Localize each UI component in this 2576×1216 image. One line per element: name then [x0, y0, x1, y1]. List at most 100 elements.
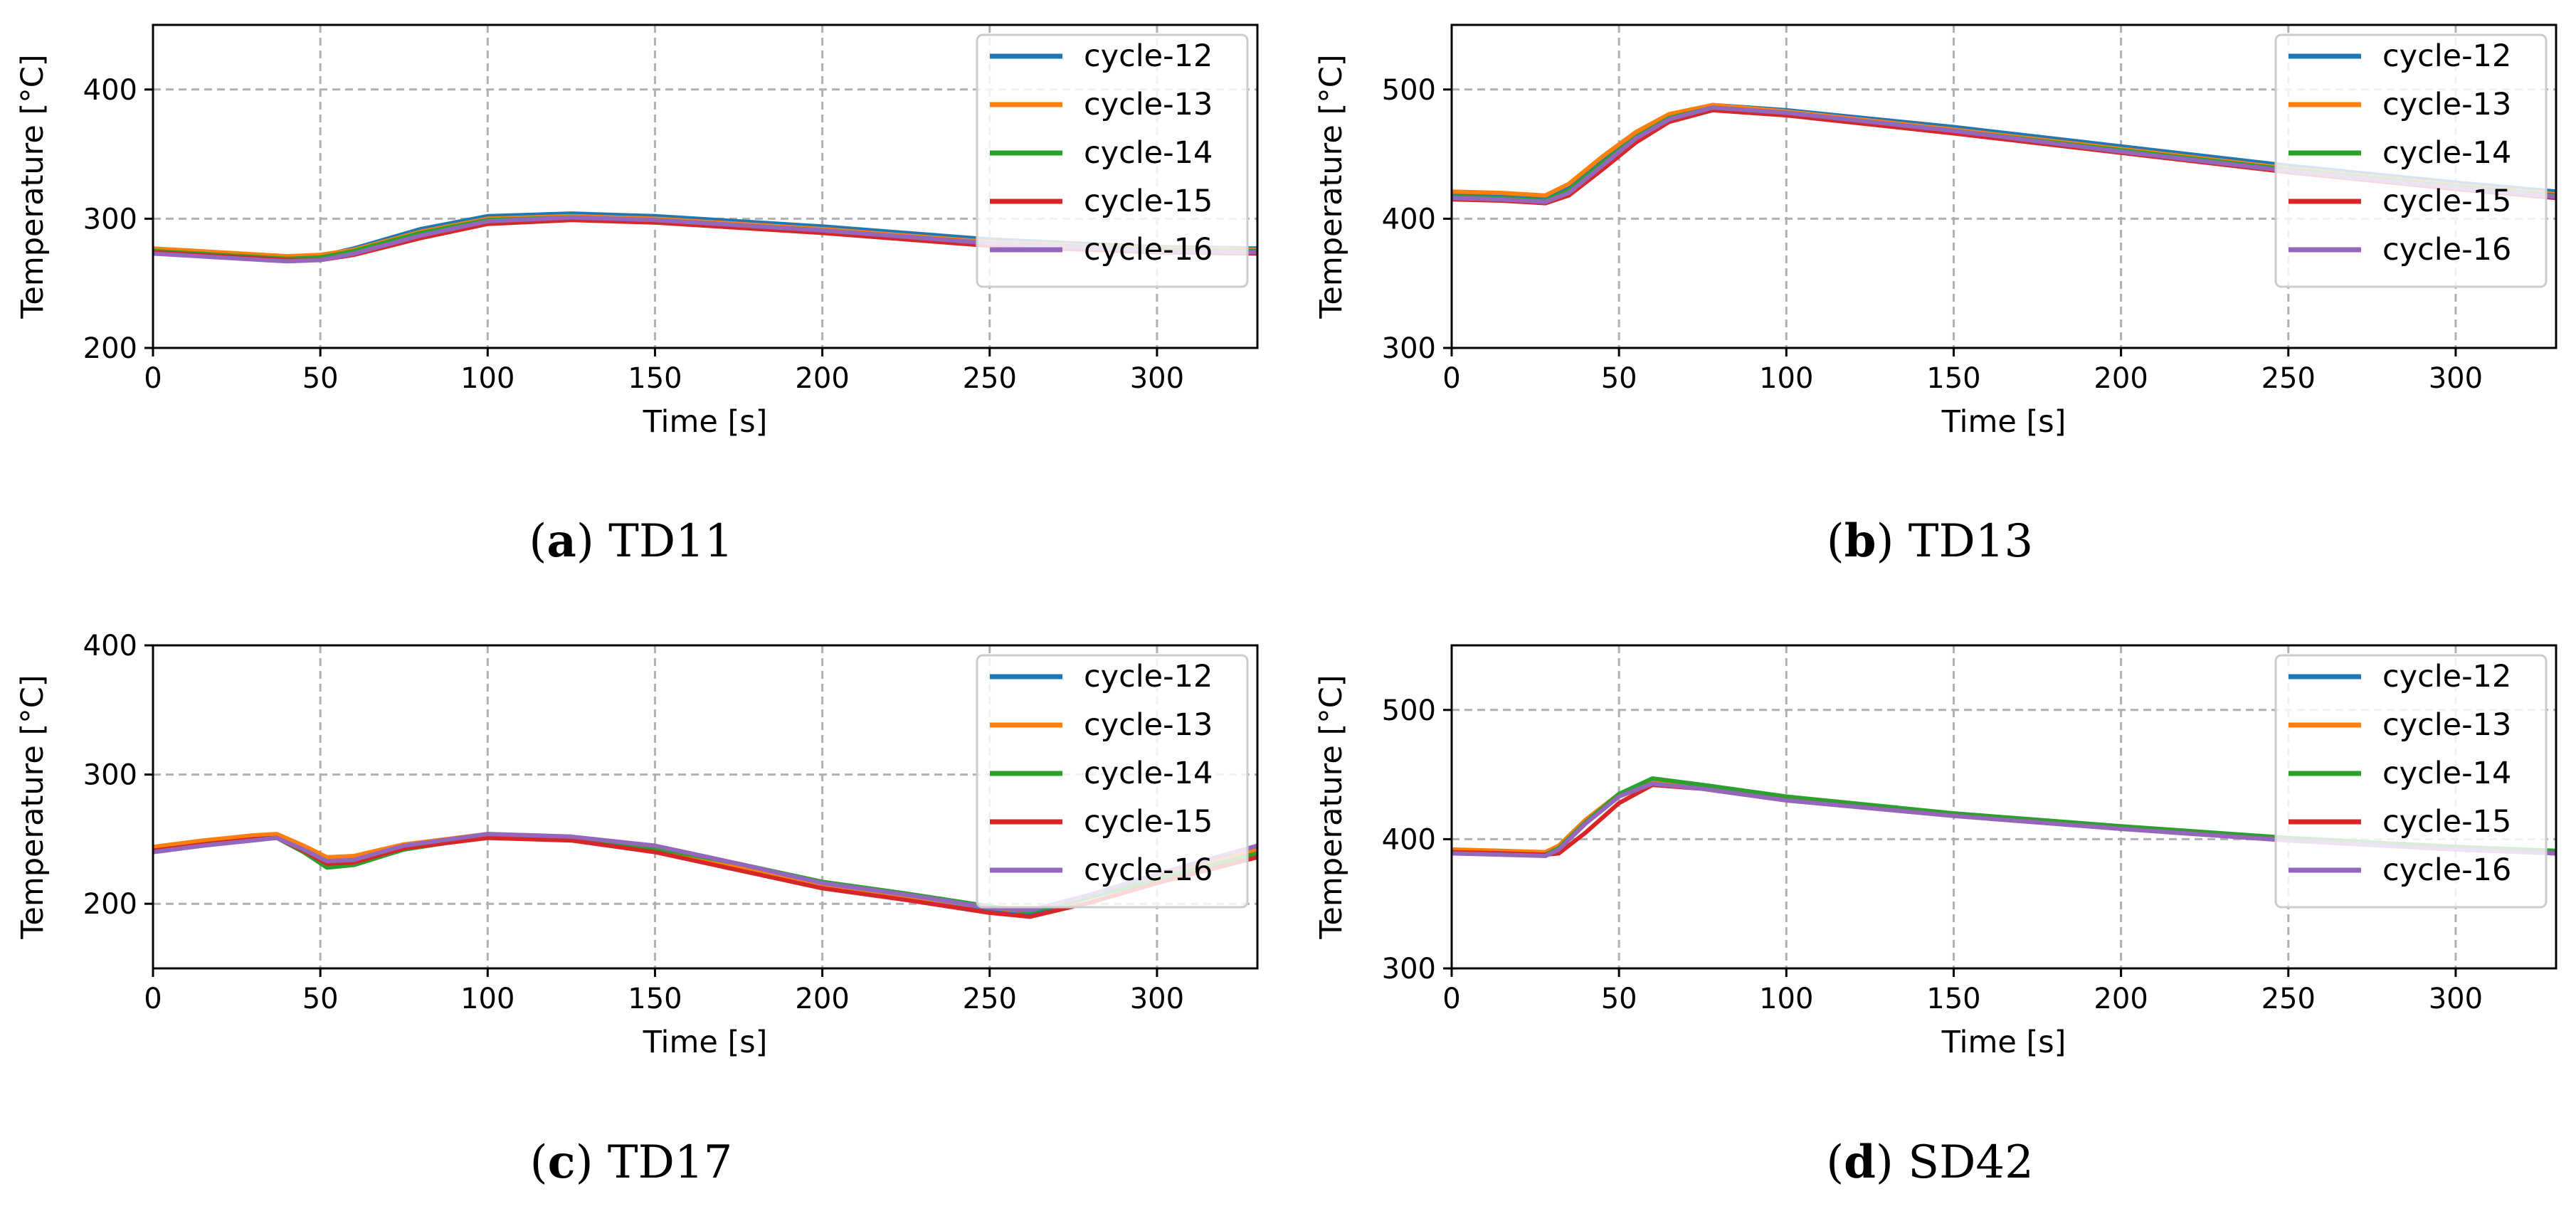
y-tick-label: 200: [83, 332, 137, 365]
x-tick-label: 300: [1130, 362, 1184, 395]
x-tick-label: 0: [1442, 983, 1460, 1015]
panel-caption: (d) SD42: [1826, 1136, 2034, 1189]
x-tick-label: 50: [302, 983, 339, 1015]
caption-name: TD13: [1909, 515, 2033, 568]
x-tick-label: 50: [302, 362, 339, 395]
series-line-cycle-16: [153, 832, 1257, 913]
x-tick-label: 150: [1926, 983, 1980, 1015]
x-axis-label: Time [s]: [1941, 404, 2066, 440]
x-tick-label: 200: [2094, 983, 2148, 1015]
legend-entry-cycle-13: cycle-13: [2382, 87, 2511, 122]
legend: cycle-12 cycle-13 cycle-14 cycle-15 cycle-16: [2274, 33, 2548, 288]
panel-caption: (c) TD17: [530, 1136, 733, 1189]
legend-entry-cycle-13: cycle-13: [1084, 707, 1213, 743]
x-tick-label: 250: [2261, 983, 2316, 1015]
y-axis-label: Temperature [°C]: [1314, 675, 1349, 939]
plot-frame: [1450, 644, 2557, 970]
y-tick-label: 400: [1382, 203, 1436, 236]
x-tick-label: 300: [2429, 983, 2483, 1015]
y-tick-label: 300: [1382, 953, 1436, 985]
y-tick-label: 400: [1382, 823, 1436, 856]
legend-entry-cycle-15: cycle-15: [2382, 804, 2511, 840]
caption-letter: b: [1844, 514, 1876, 568]
legend-entry-cycle-16: cycle-16: [2382, 232, 2511, 268]
x-tick-label: 300: [2429, 362, 2483, 395]
legend: cycle-12 cycle-13 cycle-14 cycle-15 cycle-16: [976, 654, 1249, 909]
series-line-cycle-16: [1452, 105, 2556, 204]
y-axis-label: Temperature [°C]: [15, 675, 51, 939]
y-tick-label: 500: [1382, 74, 1436, 107]
legend-entry-cycle-15: cycle-15: [2382, 184, 2511, 219]
legend-entry-cycle-14: cycle-14: [1084, 135, 1213, 171]
legend-entry-cycle-13: cycle-13: [1084, 87, 1213, 122]
x-tick-label: 0: [144, 983, 162, 1015]
legend-box: [2274, 33, 2548, 288]
series-group: [1452, 776, 2556, 858]
legend-entry-cycle-12: cycle-12: [1084, 659, 1213, 694]
chart-panel-c: 0 50 100 150 200 250 300 200 300 400 Time [s] Tempe…: [15, 630, 1259, 1189]
series-group: [153, 832, 1257, 919]
plot-frame: [152, 644, 1259, 970]
x-tick-label: 150: [628, 362, 682, 395]
plot-frame: [1450, 23, 2557, 349]
x-axis-label: Time [s]: [1941, 1025, 2066, 1060]
legend-entry-cycle-14: cycle-14: [2382, 756, 2511, 791]
caption-name: SD42: [1908, 1136, 2034, 1189]
caption-name: TD17: [608, 1136, 732, 1189]
chart-panel-b: 0 50 100 150 200 250 300 300 400 500 Time [s] Tempe…: [1314, 23, 2557, 568]
x-tick-label: 50: [1601, 362, 1637, 395]
x-tick-label: 50: [1601, 983, 1637, 1015]
x-tick-label: 200: [795, 983, 849, 1015]
x-axis-label: Time [s]: [643, 404, 768, 440]
x-axis-label: Time [s]: [643, 1025, 768, 1060]
x-tick-label: 100: [1759, 983, 1813, 1015]
x-tick-label: 0: [1442, 362, 1460, 395]
chart-panel-a: 0 50 100 150 200 250 300 200 300 400 Time [s] Tempe…: [15, 23, 1259, 568]
y-tick-label: 300: [83, 759, 137, 792]
y-tick-label: 400: [83, 630, 137, 662]
y-tick-label: 500: [1382, 694, 1436, 727]
y-tick-label: 300: [1382, 332, 1436, 365]
legend-entry-cycle-13: cycle-13: [2382, 707, 2511, 743]
caption-letter: d: [1844, 1136, 1876, 1189]
legend-box: [2274, 654, 2548, 909]
legend-entry-cycle-16: cycle-16: [1084, 232, 1213, 268]
x-tick-label: 300: [1130, 983, 1184, 1015]
legend: cycle-12 cycle-13 cycle-14 cycle-15 cycle-16: [2274, 654, 2548, 909]
x-tick-label: 100: [1759, 362, 1813, 395]
series-group: [1452, 102, 2556, 206]
caption-letter: c: [548, 1136, 576, 1189]
x-tick-label: 200: [2094, 362, 2148, 395]
legend-entry-cycle-15: cycle-15: [1084, 804, 1213, 840]
legend-entry-cycle-15: cycle-15: [1084, 184, 1213, 219]
x-tick-label: 250: [2261, 362, 2316, 395]
legend: cycle-12 cycle-13 cycle-14 cycle-15 cycle-16: [976, 33, 1249, 288]
legend-entry-cycle-16: cycle-16: [2382, 852, 2511, 888]
x-tick-label: 150: [628, 983, 682, 1015]
x-tick-label: 250: [963, 983, 1017, 1015]
caption-name: TD11: [608, 515, 733, 568]
x-tick-label: 100: [460, 362, 514, 395]
legend-box: [976, 654, 1249, 909]
x-tick-label: 0: [144, 362, 162, 395]
caption-letter: a: [547, 514, 576, 568]
y-axis-label: Temperature [°C]: [15, 54, 51, 319]
y-tick-label: 300: [83, 203, 137, 236]
legend-entry-cycle-12: cycle-12: [2382, 38, 2511, 74]
legend-entry-cycle-16: cycle-16: [1084, 852, 1213, 888]
legend-entry-cycle-14: cycle-14: [2382, 135, 2511, 171]
chart-panel-d: 0 50 100 150 200 250 300 300 400 500 Time [s] Tempe…: [1314, 644, 2557, 1189]
legend-entry-cycle-14: cycle-14: [1084, 756, 1213, 791]
y-tick-label: 400: [83, 74, 137, 107]
legend-entry-cycle-12: cycle-12: [2382, 659, 2511, 694]
y-axis-label: Temperature [°C]: [1314, 54, 1349, 319]
series-line-cycle-16: [1452, 781, 2556, 858]
legend-entry-cycle-12: cycle-12: [1084, 38, 1213, 74]
x-tick-label: 200: [795, 362, 849, 395]
panel-caption: (a) TD11: [529, 514, 733, 568]
x-tick-label: 150: [1926, 362, 1980, 395]
plot-frame: [152, 23, 1259, 349]
panel-caption: (b) TD13: [1827, 514, 2033, 568]
legend-box: [976, 33, 1249, 288]
